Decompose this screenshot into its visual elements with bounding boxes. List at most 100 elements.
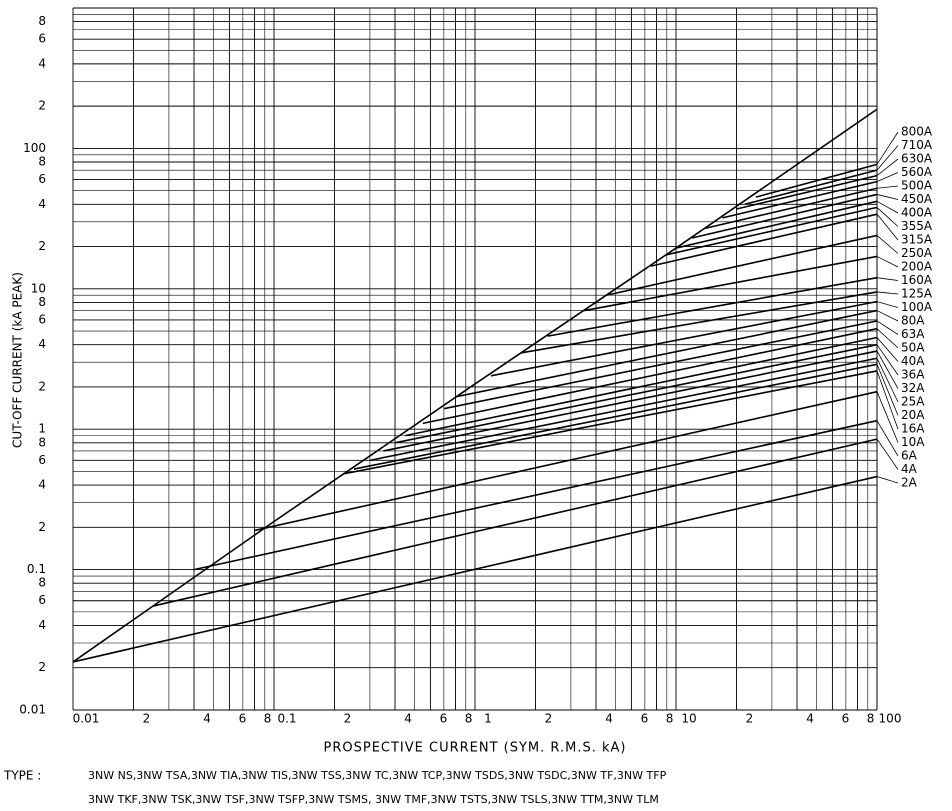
x-tick-label: 6 (239, 712, 247, 726)
leader-line (876, 438, 899, 470)
y-tick-label: 2 (38, 660, 46, 674)
curve-label: 125A (901, 287, 933, 301)
cut-off-curve (152, 438, 878, 607)
leader-line (876, 310, 899, 322)
y-tick-label: 2 (38, 379, 46, 393)
cut-off-curve (675, 200, 878, 249)
x-tick-label: 2 (545, 712, 553, 726)
leader-line (876, 185, 899, 189)
leader-line (876, 235, 899, 254)
y-tick-label: 100 (23, 141, 46, 155)
y-tick-label: 8 (38, 576, 46, 590)
cut-off-curve (254, 390, 878, 532)
curve-label: 100A (901, 300, 933, 314)
x-tick-label: 4 (806, 712, 814, 726)
y-tick-label: 8 (38, 435, 46, 449)
cut-off-curve (691, 193, 878, 239)
y-tick-label: 6 (38, 593, 46, 607)
y-tick-label: 4 (38, 56, 46, 70)
cut-off-curve (193, 419, 878, 571)
cut-off-curve (405, 336, 878, 437)
leader-line (876, 358, 899, 403)
cut-off-curve (383, 350, 878, 452)
y-axis-label: CUT-OFF CURRENT (kA PEAK) (11, 272, 25, 448)
leader-line (876, 207, 899, 227)
leader-line (876, 131, 899, 165)
curve-label: 20A (901, 408, 925, 422)
leader-line (876, 391, 899, 443)
cut-off-curve (72, 108, 878, 663)
x-tick-label: 4 (203, 712, 211, 726)
leader-line (876, 320, 899, 335)
curve-label: 32A (901, 381, 925, 395)
leader-line (876, 370, 899, 430)
y-tick-label: 10 (31, 281, 46, 295)
y-tick-label: 2 (38, 239, 46, 253)
curve-label: 800A (901, 125, 933, 139)
x-axis-label: PROSPECTIVE CURRENT (SYM. R.M.S. kA) (324, 741, 627, 756)
curve-label: 6A (901, 449, 918, 463)
y-tick-label: 8 (38, 14, 46, 28)
leader-line (876, 172, 899, 182)
y-tick-label: 2 (38, 99, 46, 113)
curve-label: 40A (901, 354, 925, 368)
y-tick-label: 8 (38, 155, 46, 169)
cut-off-curve (547, 276, 878, 337)
y-tick-label: 6 (38, 32, 46, 46)
x-tick-label: 0.01 (73, 712, 100, 726)
leader-line (876, 301, 899, 308)
cut-off-curve (666, 206, 878, 256)
type-label: TYPE : (3, 769, 41, 783)
curve-label: 630A (901, 152, 933, 166)
x-tick-label: 8 (666, 712, 674, 726)
leader-line (876, 200, 899, 214)
curve-label: 710A (901, 138, 933, 152)
y-tick-label: 8 (38, 295, 46, 309)
cut-off-curve (443, 320, 878, 410)
y-tick-label: 1 (38, 422, 46, 436)
curve-label: 400A (901, 206, 933, 220)
x-tick-label: 2 (344, 712, 352, 726)
cut-off-curve (394, 343, 878, 444)
leader-line (876, 213, 899, 241)
cut-off-curve (584, 255, 878, 312)
curve-label: 25A (901, 395, 925, 409)
curve-label: 500A (901, 179, 933, 193)
curve-label: 50A (901, 341, 925, 355)
y-tick-label: 6 (38, 172, 46, 186)
curve-label: 4A (901, 462, 918, 476)
curve-label: 36A (901, 368, 925, 382)
curve-label: 250A (901, 246, 933, 260)
y-tick-label: 0.1 (27, 562, 46, 576)
leader-line (876, 476, 899, 484)
cut-off-curve (521, 291, 878, 354)
y-tick-label: 6 (38, 312, 46, 326)
cut-off-curve (455, 309, 878, 398)
curve-label: 63A (901, 327, 925, 341)
cut-off-curve (342, 370, 878, 475)
leader-line (876, 145, 899, 171)
leader-line (876, 344, 899, 376)
x-tick-label: 8 (264, 712, 272, 726)
type-line: 3NW TKF,3NW TSK,3NW TSF,3NW TSFP,3NW TSM… (88, 793, 659, 806)
leader-line (876, 277, 899, 281)
y-tick-label: 4 (38, 478, 46, 492)
y-tick-label: 4 (38, 197, 46, 211)
x-tick-label: 8 (465, 712, 473, 726)
x-tick-label: 2 (143, 712, 151, 726)
leader-line (876, 158, 899, 176)
x-tick-label: 6 (842, 712, 850, 726)
cut-off-curve (606, 234, 878, 297)
leader-line (876, 420, 899, 457)
curve-label: 80A (901, 314, 925, 328)
curve-label: 315A (901, 233, 933, 247)
cut-off-curve (369, 357, 878, 462)
x-tick-label: 100 (879, 712, 902, 726)
x-tick-label: 8 (867, 712, 875, 726)
curve-label: 160A (901, 273, 933, 287)
cut-off-curve (722, 180, 878, 219)
curve-label: 200A (901, 260, 933, 274)
leader-line (876, 256, 899, 268)
y-tick-label: 4 (38, 618, 46, 632)
